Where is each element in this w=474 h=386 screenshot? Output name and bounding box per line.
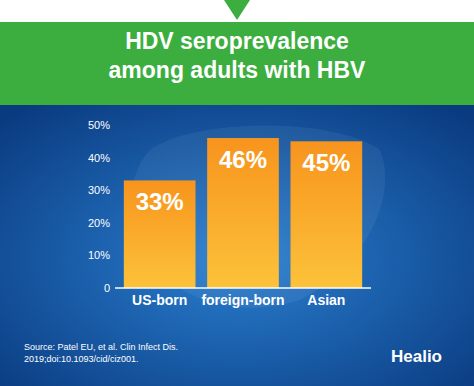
y-tick-label: 30% bbox=[88, 184, 110, 196]
bar bbox=[291, 141, 363, 288]
top-notch bbox=[224, 0, 250, 20]
y-tick-label: 40% bbox=[88, 152, 110, 164]
data-label: 33% bbox=[136, 188, 184, 215]
data-label: 46% bbox=[219, 146, 267, 173]
y-tick-label: 10% bbox=[88, 249, 110, 261]
bar bbox=[124, 180, 196, 288]
y-tick bbox=[114, 190, 116, 191]
page-bg bbox=[0, 0, 474, 386]
bar bbox=[207, 138, 279, 288]
y-tick bbox=[114, 157, 116, 158]
source-line: 2019;doi:10.1093/cid/ciz001. bbox=[24, 354, 139, 364]
data-label: 45% bbox=[302, 149, 350, 176]
x-tick-label: US-born bbox=[132, 292, 187, 308]
x-tick-label: Asian bbox=[307, 292, 345, 308]
y-tick bbox=[114, 255, 116, 256]
y-tick bbox=[114, 222, 116, 223]
title-line: among adults with HBV bbox=[109, 57, 367, 83]
source-line: Source: Patel EU, et al. Clin Infect Dis… bbox=[24, 342, 178, 352]
title-line: HDV seroprevalence bbox=[125, 28, 349, 54]
logo: Healio bbox=[391, 347, 442, 366]
x-tick-label: foreign-born bbox=[201, 292, 284, 308]
title-band bbox=[0, 22, 474, 105]
chart-svg: HDV seroprevalence among adults with HBV 0… bbox=[0, 0, 474, 386]
y-tick-label: 0 bbox=[104, 282, 110, 294]
y-tick-label: 50% bbox=[88, 119, 110, 131]
x-axis-line bbox=[115, 287, 371, 289]
bars bbox=[124, 138, 362, 288]
chart-root: HDV seroprevalence among adults with HBV 0… bbox=[0, 0, 474, 386]
y-tick-label: 20% bbox=[88, 217, 110, 229]
y-tick bbox=[114, 125, 116, 126]
title: HDV seroprevalence among adults with HBV bbox=[109, 28, 367, 83]
chart-bg bbox=[0, 105, 474, 386]
